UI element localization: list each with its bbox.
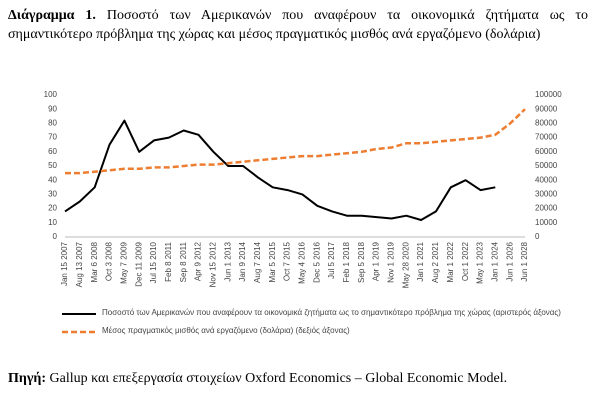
x-tick-label: Nov 15 2012	[208, 241, 217, 287]
legend-label: Ποσοστό των Αμερικανών που αναφέρουν τα …	[102, 308, 561, 317]
x-tick-label: Oct 1 2022	[461, 241, 470, 281]
x-tick-label: Aug 7 2014	[253, 241, 262, 282]
x-tick-label: Sep 8 2011	[179, 241, 188, 282]
y-tick-label: 90	[48, 104, 57, 113]
y2-tick-label: 60000	[535, 147, 558, 156]
x-tick-label: Feb 1 2018	[342, 241, 351, 282]
x-tick-label: May 4 2016	[298, 241, 307, 283]
source-label: Πηγή:	[8, 371, 47, 386]
y2-tick-label: 80000	[535, 119, 558, 128]
y-tick-label: 30	[48, 190, 57, 199]
x-tick-label: Dec 5 2016	[312, 241, 321, 282]
x-tick-label: Sep 5 2018	[357, 241, 366, 282]
y-tick-label: 0	[53, 232, 58, 241]
x-tick-label: Mar 6 2008	[90, 241, 99, 282]
y-tick-label: 40	[48, 175, 57, 184]
y2-tick-label: 70000	[535, 133, 558, 142]
x-tick-label: Mar 1 2022	[446, 241, 455, 282]
y2-tick-label: 90000	[535, 104, 558, 113]
x-tick-label: Oct 7 2015	[283, 241, 292, 281]
y-tick-label: 80	[48, 119, 57, 128]
source-block: Πηγή: Gallup και επεξεργασία στοιχείων O…	[8, 370, 588, 388]
x-tick-label: May 7 2009	[119, 241, 128, 283]
legend: Ποσοστό των Αμερικανών που αναφέρουν τα …	[62, 308, 562, 344]
y2-tick-label: 10000	[535, 218, 558, 227]
legend-item: Μέσος πραγματικός μισθός ανά εργαζόμενο …	[62, 326, 562, 336]
x-tick-label: Dec 11 2009	[134, 241, 143, 286]
x-tick-label: Jun 1 2028	[520, 241, 529, 281]
title-label: Διάγραμμα 1.	[8, 8, 96, 23]
legend-swatch	[62, 313, 96, 315]
y2-tick-label: 20000	[535, 204, 558, 213]
y-tick-label: 10	[48, 218, 57, 227]
y2-tick-label: 100000	[535, 90, 562, 99]
x-tick-label: Jun 1 2026	[505, 241, 514, 281]
chart: 0 10 20 30 40 50 60 70 80 90 100 0 10000 20000 30000 40…	[44, 90, 563, 288]
x-tick-label: Jan 15 2007	[60, 241, 69, 286]
y-tick-label: 50	[48, 161, 57, 170]
series-line	[65, 108, 526, 175]
y2-tick-label: 0	[535, 232, 540, 241]
x-tick-label: Jul 15 2010	[149, 241, 158, 283]
x-tick-label: Nov 1 2019	[387, 241, 396, 282]
x-tick-label: Apr 1 2019	[372, 241, 381, 281]
x-tick-label: Feb 8 2011	[164, 241, 173, 281]
y2-tick-label: 40000	[535, 175, 558, 184]
x-tick-label: Jun 1 2013	[223, 241, 232, 281]
x-tick-label: Jan 1 2021	[416, 241, 425, 281]
legend-label: Μέσος πραγματικός μισθός ανά εργαζόμενο …	[102, 326, 350, 335]
y2-tick-label: 50000	[535, 161, 558, 170]
y-tick-label: 70	[48, 133, 57, 142]
x-tick-label: May 1 2023	[476, 241, 485, 283]
legend-item: Ποσοστό των Αμερικανών που αναφέρουν τα …	[62, 308, 562, 318]
x-tick-label: Mar 5 2015	[268, 241, 277, 282]
x-tick-label: Jan 9 2014	[238, 241, 247, 281]
x-tick-label: Aug 2 2021	[431, 241, 440, 282]
legend-swatch	[62, 330, 96, 334]
y-tick-label: 60	[48, 147, 57, 156]
title-block: Διάγραμμα 1. Ποσοστό των Αμερικανών που …	[8, 6, 588, 44]
chart-title: Ποσοστό των Αμερικανών που αναφέρουν τα …	[8, 8, 588, 42]
source: Gallup και επεξεργασία στοιχείων Oxford …	[49, 371, 508, 386]
x-tick-label: Oct 3 2008	[105, 241, 114, 281]
x-tick-label: Aug 13 2007	[75, 241, 84, 287]
y2-tick-label: 30000	[535, 190, 558, 199]
x-tick-label: Apr 9 2012	[194, 241, 203, 281]
series-line	[64, 119, 496, 221]
x-tick-label: Jul 5 2017	[327, 241, 336, 278]
y-tick-label: 20	[48, 204, 57, 213]
x-tick-label: Jan 1 2024	[490, 241, 499, 281]
y-tick-label: 100	[44, 90, 58, 99]
x-tick-label: May 28 2020	[401, 241, 410, 288]
